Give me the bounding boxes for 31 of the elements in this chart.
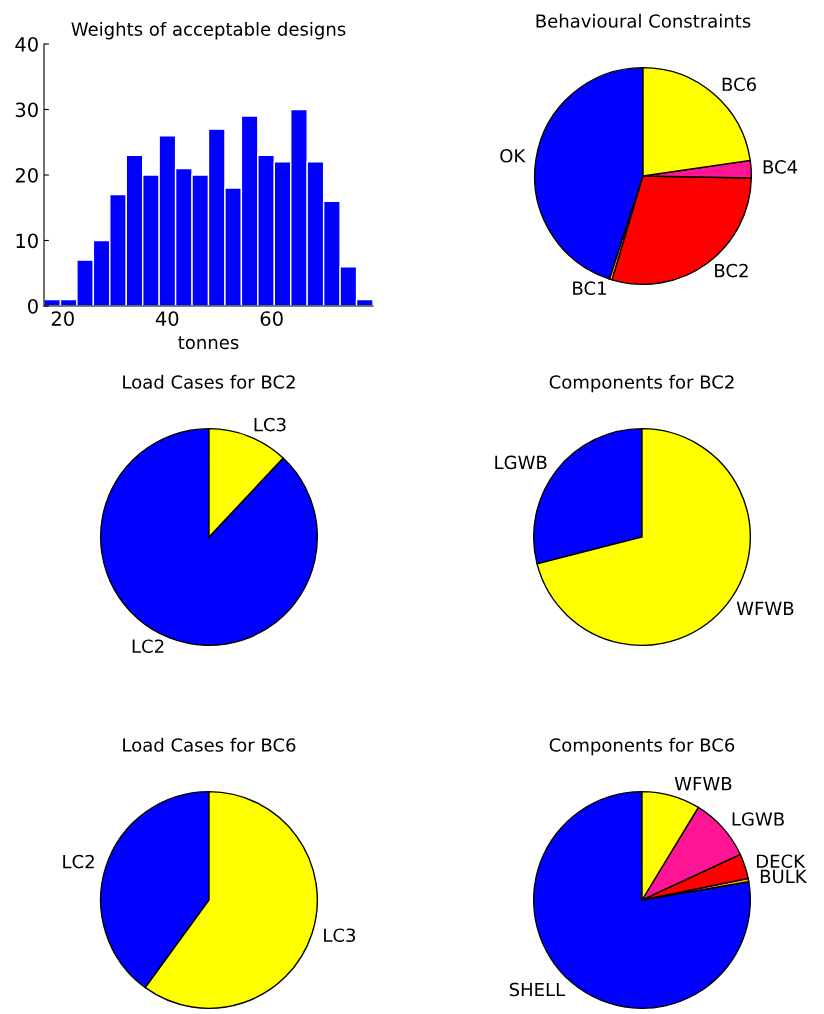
y-tick-label: 30 bbox=[15, 102, 38, 118]
slice-label: BC2 bbox=[715, 263, 748, 278]
slice-label: LGWB bbox=[495, 455, 547, 470]
slice-label: LGWB bbox=[732, 812, 784, 826]
slice-label: OK bbox=[500, 148, 526, 163]
chart-title: Load Cases for BC6 bbox=[123, 737, 296, 752]
y-tick-label: 20 bbox=[15, 167, 38, 183]
slice-label: BULK bbox=[760, 869, 808, 884]
chart-title: Components for BC2 bbox=[549, 374, 734, 393]
slice-label: LC3 bbox=[324, 928, 356, 943]
y-tick-label: 10 bbox=[16, 233, 38, 249]
slice-label: LC3 bbox=[254, 417, 286, 432]
slice-label: BC4 bbox=[763, 160, 798, 174]
chart-title: Components for BC6 bbox=[549, 737, 735, 756]
y-tick-label: 40 bbox=[15, 36, 38, 52]
slice-label: BC1 bbox=[573, 281, 606, 296]
y-tick-label: 0 bbox=[28, 298, 38, 314]
chart-title: Weights of acceptable designs bbox=[71, 21, 346, 40]
slice-label: LC2 bbox=[63, 854, 94, 869]
slice-label: BC6 bbox=[722, 77, 756, 92]
chart-title: Behavioural Constraints bbox=[536, 13, 751, 28]
slice-label: SHELL bbox=[509, 982, 566, 997]
chart-title: Load Cases for BC2 bbox=[123, 374, 295, 389]
x-tick-label: 20 bbox=[51, 311, 74, 326]
slice-label: LC2 bbox=[132, 639, 164, 654]
x-tick-label: 40 bbox=[155, 311, 179, 326]
slice-label: DECK bbox=[756, 854, 806, 869]
x-axis-title: tonnes bbox=[178, 336, 239, 350]
slice-label: WFWB bbox=[736, 601, 794, 616]
slice-label: WFWB bbox=[674, 777, 732, 791]
x-tick-label: 60 bbox=[260, 311, 283, 326]
